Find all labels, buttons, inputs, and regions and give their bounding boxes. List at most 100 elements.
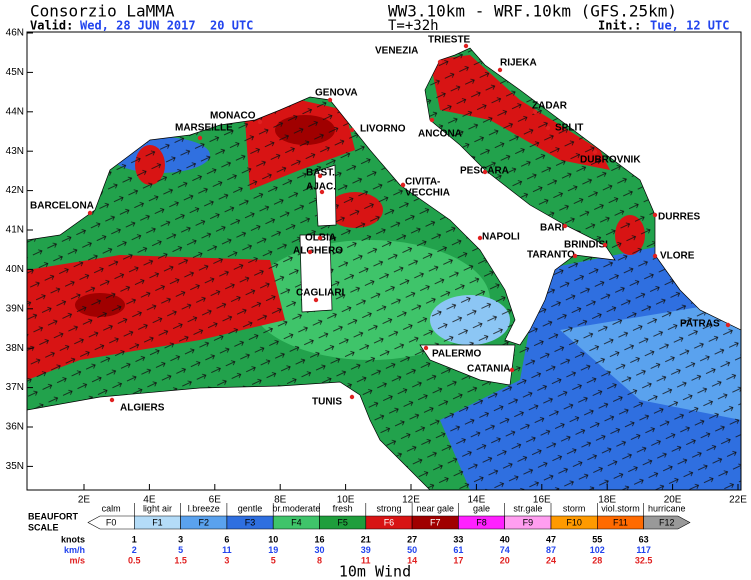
lead-time: T=+32h	[388, 18, 439, 34]
city-label: NAPOLI	[482, 232, 520, 243]
force-description: viol.storm	[601, 503, 640, 513]
lat-label: 42N	[6, 185, 24, 196]
city-label: RIJEKA	[500, 58, 537, 69]
valid-time: Wed, 28 JUN 2017 20 UTC	[80, 19, 253, 33]
force-label: F1	[152, 517, 163, 527]
city-label: MONACO	[210, 111, 256, 122]
city-dot	[572, 253, 578, 259]
city-dot	[307, 249, 313, 255]
force-label: F12	[659, 517, 675, 527]
row-value: 1.5	[174, 555, 187, 565]
model: WW3.10km - WRF.10km (GFS.25km)	[388, 2, 677, 21]
city-label: ANCONA	[418, 129, 462, 140]
city-dot	[477, 235, 483, 241]
row-value: 28	[592, 555, 602, 565]
city-label: VENEZIA	[375, 46, 418, 57]
row-value: 6	[224, 534, 229, 544]
lat-label: 38N	[6, 343, 24, 354]
lon-label: 2E	[78, 495, 91, 506]
init-time: Tue, 12 UTC	[650, 19, 729, 33]
row-value: 10	[268, 534, 278, 544]
row-value: 16	[314, 534, 324, 544]
lat-label: 40N	[6, 264, 24, 275]
lon-label: 6E	[209, 495, 222, 506]
land	[27, 32, 741, 490]
city-dot	[545, 125, 551, 131]
force-description: hurricane	[648, 503, 686, 513]
city-dot	[725, 322, 731, 328]
city-dot	[509, 367, 515, 373]
force-label: F9	[523, 517, 534, 527]
force-description: br.moderate	[272, 503, 320, 513]
row-value: 21	[361, 534, 371, 544]
city-dot	[319, 189, 325, 195]
lon-label: 4E	[143, 495, 156, 506]
row-value: 2	[132, 545, 137, 555]
city-label: CATANIA	[467, 364, 511, 375]
city-label: BRINDISI	[564, 240, 608, 251]
city-label: SPLIT	[555, 123, 583, 134]
row-value: 11	[361, 555, 371, 565]
lat-label: 35N	[6, 461, 24, 472]
row-value: 63	[639, 534, 649, 544]
title: Consorzio LaMMA	[30, 2, 175, 21]
city-dot	[592, 149, 598, 155]
row-value: 5	[178, 545, 183, 555]
city-dot	[317, 173, 323, 179]
row-value: 14	[407, 555, 417, 565]
row-value: 33	[453, 534, 463, 544]
city-dot	[313, 297, 319, 303]
row-value: 32.5	[635, 555, 653, 565]
row-label: m/s	[69, 555, 85, 565]
force-description: storm	[563, 503, 586, 513]
lat-label: 45N	[6, 67, 24, 78]
row-value: 8	[317, 555, 322, 565]
row-value: 3	[178, 534, 183, 544]
row-value: 11	[222, 545, 232, 555]
city-label: BAST.	[306, 168, 335, 179]
city-label: CIVITA-	[405, 177, 440, 188]
init-label: Init.:	[598, 19, 641, 33]
city-label: TRIESTE	[428, 35, 471, 46]
city-dot	[562, 223, 568, 229]
row-value: 39	[361, 545, 371, 555]
city-dot	[317, 235, 323, 241]
lon-label: 10E	[337, 495, 355, 506]
lon-label: 18E	[598, 495, 616, 506]
city-dot	[463, 43, 469, 49]
city-dot	[652, 253, 658, 259]
force-label: F10	[566, 517, 582, 527]
city-label: DUBROVNIK	[580, 155, 641, 166]
row-value: 5	[271, 555, 276, 565]
row-value: 20	[500, 555, 510, 565]
city-label: BARI	[540, 223, 565, 234]
city-dot	[602, 242, 608, 248]
city-label: BARCELONA	[30, 201, 94, 212]
beaufort-cell	[643, 515, 691, 530]
city-label: DURRES	[658, 212, 701, 223]
row-label: km/h	[64, 545, 85, 555]
force-description: gale	[473, 503, 490, 513]
city-label: AJAC.	[306, 182, 336, 193]
lat-label: 44N	[6, 106, 24, 117]
lon-label: 12E	[402, 495, 420, 506]
row-value: 3	[224, 555, 229, 565]
city-dot	[257, 119, 263, 125]
lon-label: 14E	[468, 495, 486, 506]
city-label: ZADAR	[532, 101, 568, 112]
scale-label: SCALE	[28, 522, 59, 532]
force-label: F4	[291, 517, 302, 527]
city-label: TUNIS	[312, 397, 342, 408]
lon-label: 22E	[729, 495, 747, 506]
force-label: F8	[476, 517, 487, 527]
force-label: F0	[106, 517, 117, 527]
force-description: strong	[376, 503, 401, 513]
row-value: 47	[546, 534, 556, 544]
city-label: VLORE	[660, 251, 695, 262]
city-label: PALERMO	[432, 349, 481, 360]
city-dot	[652, 212, 658, 218]
row-value: 117	[636, 545, 651, 555]
city-dot	[497, 67, 503, 73]
row-label: knots	[61, 534, 85, 544]
force-label: F11	[613, 517, 628, 527]
